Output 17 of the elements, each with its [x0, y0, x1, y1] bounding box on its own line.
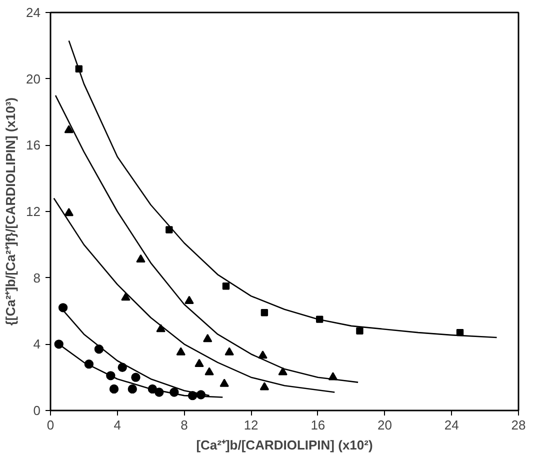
- x-tick-label: 24: [444, 418, 459, 432]
- y-tick-label: 0: [33, 403, 41, 418]
- y-tick-label: 12: [26, 204, 41, 219]
- x-tick-label: 4: [114, 418, 121, 432]
- x-axis-title: [Ca²⁺]b/[CARDIOLIPIN] (x10²): [196, 438, 373, 452]
- y-tick-label: 8: [33, 270, 41, 286]
- x-tick-label: 12: [244, 418, 258, 432]
- x-tick-label: 16: [310, 418, 326, 432]
- x-tick-label: 28: [511, 418, 526, 432]
- y-tick-label: 24: [26, 5, 41, 20]
- x-tick-label: 8: [180, 418, 188, 432]
- y-axis-title: {[Ca²⁺]b/[Ca²⁺]f}/[CARDIOLIPIN] (x10³): [3, 97, 18, 326]
- y-tick-label: 4: [33, 336, 41, 352]
- y-tick-label: 16: [26, 138, 41, 153]
- y-tick-label: 20: [26, 71, 41, 86]
- x-tick-label: 0: [46, 418, 54, 432]
- x-tick-label: 20: [378, 418, 392, 432]
